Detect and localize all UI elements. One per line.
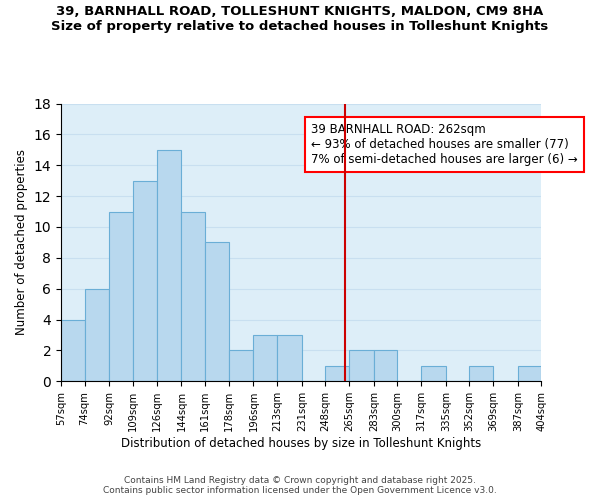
Bar [181, 212, 205, 382]
Bar [205, 242, 229, 382]
Bar [469, 366, 493, 382]
Bar [421, 366, 446, 382]
Bar [325, 366, 349, 382]
X-axis label: Distribution of detached houses by size in Tolleshunt Knights: Distribution of detached houses by size … [121, 437, 481, 450]
Bar [349, 350, 374, 382]
Text: Contains HM Land Registry data © Crown copyright and database right 2025.
Contai: Contains HM Land Registry data © Crown c… [103, 476, 497, 495]
Bar [277, 335, 302, 382]
Text: 39 BARNHALL ROAD: 262sqm
← 93% of detached houses are smaller (77)
7% of semi-de: 39 BARNHALL ROAD: 262sqm ← 93% of detach… [311, 123, 578, 166]
Bar [518, 366, 541, 382]
Text: 39, BARNHALL ROAD, TOLLESHUNT KNIGHTS, MALDON, CM9 8HA
Size of property relative: 39, BARNHALL ROAD, TOLLESHUNT KNIGHTS, M… [52, 5, 548, 33]
Bar [133, 180, 157, 382]
Bar [374, 350, 397, 382]
Bar [85, 288, 109, 382]
Bar [229, 350, 253, 382]
Y-axis label: Number of detached properties: Number of detached properties [15, 150, 28, 336]
Bar [61, 320, 85, 382]
Bar [253, 335, 277, 382]
Bar [157, 150, 181, 382]
Bar [109, 212, 133, 382]
